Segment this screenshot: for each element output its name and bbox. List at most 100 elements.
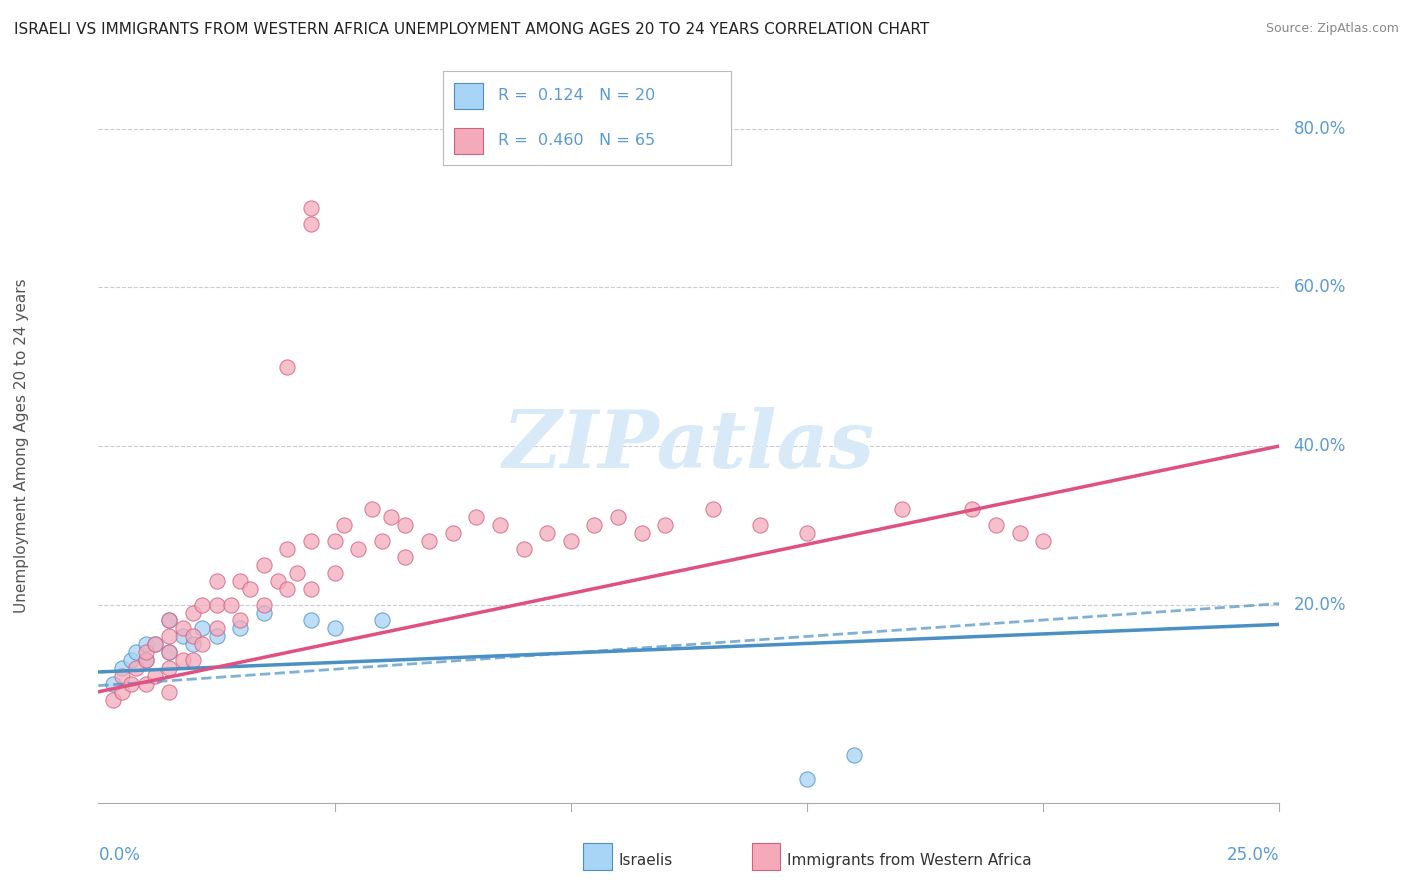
Point	[583, 518, 606, 533]
Point	[181, 653, 204, 667]
Point	[299, 217, 322, 231]
Point	[654, 518, 676, 533]
Point	[380, 510, 402, 524]
Point	[361, 502, 384, 516]
Point	[253, 598, 276, 612]
Point	[205, 621, 228, 635]
Text: Israelis: Israelis	[619, 854, 673, 868]
Point	[181, 637, 204, 651]
Point	[796, 526, 818, 541]
Point	[418, 534, 440, 549]
Point	[441, 526, 464, 541]
Text: 80.0%: 80.0%	[1294, 120, 1346, 138]
Point	[143, 637, 166, 651]
Point	[371, 614, 394, 628]
Point	[143, 637, 166, 651]
Point	[347, 542, 370, 557]
Point	[219, 598, 242, 612]
Point	[323, 621, 346, 635]
Point	[181, 606, 204, 620]
Point	[630, 526, 652, 541]
Text: Source: ZipAtlas.com: Source: ZipAtlas.com	[1265, 22, 1399, 36]
Point	[135, 653, 157, 667]
Point	[1008, 526, 1031, 541]
Point	[299, 534, 322, 549]
Text: ZIPatlas: ZIPatlas	[503, 408, 875, 484]
Point	[205, 574, 228, 588]
Point	[299, 201, 322, 215]
Text: 20.0%: 20.0%	[1294, 596, 1346, 614]
Point	[748, 518, 770, 533]
Point	[267, 574, 290, 588]
Point	[205, 629, 228, 643]
Text: Unemployment Among Ages 20 to 24 years: Unemployment Among Ages 20 to 24 years	[14, 278, 30, 614]
Point	[844, 748, 866, 763]
Point	[229, 614, 252, 628]
Point	[125, 661, 148, 675]
Point	[111, 685, 134, 699]
Point	[172, 653, 194, 667]
Point	[371, 534, 394, 549]
Point	[135, 677, 157, 691]
Point	[172, 621, 194, 635]
Point	[323, 534, 346, 549]
FancyBboxPatch shape	[454, 83, 484, 109]
Text: R =  0.124   N = 20: R = 0.124 N = 20	[498, 88, 655, 103]
Point	[101, 677, 124, 691]
Point	[157, 629, 180, 643]
Point	[157, 614, 180, 628]
Point	[253, 558, 276, 572]
Point	[489, 518, 512, 533]
Point	[135, 645, 157, 659]
Point	[125, 645, 148, 659]
Point	[796, 772, 818, 786]
Point	[984, 518, 1007, 533]
Point	[333, 518, 356, 533]
Text: 25.0%: 25.0%	[1227, 847, 1279, 864]
Point	[157, 645, 180, 659]
Point	[121, 653, 143, 667]
Point	[276, 542, 298, 557]
Point	[191, 598, 214, 612]
Point	[962, 502, 984, 516]
Text: 60.0%: 60.0%	[1294, 278, 1346, 296]
Point	[157, 614, 180, 628]
Point	[465, 510, 488, 524]
Point	[205, 598, 228, 612]
Point	[157, 685, 180, 699]
Point	[229, 621, 252, 635]
Text: 0.0%: 0.0%	[98, 847, 141, 864]
Point	[135, 653, 157, 667]
Point	[323, 566, 346, 580]
Point	[607, 510, 630, 524]
Point	[276, 359, 298, 374]
Text: 40.0%: 40.0%	[1294, 437, 1346, 455]
Point	[121, 677, 143, 691]
Point	[1032, 534, 1054, 549]
Point	[560, 534, 582, 549]
Point	[157, 645, 180, 659]
Text: ISRAELI VS IMMIGRANTS FROM WESTERN AFRICA UNEMPLOYMENT AMONG AGES 20 TO 24 YEARS: ISRAELI VS IMMIGRANTS FROM WESTERN AFRIC…	[14, 22, 929, 37]
Point	[111, 669, 134, 683]
Point	[172, 629, 194, 643]
Point	[101, 692, 124, 706]
FancyBboxPatch shape	[454, 128, 484, 153]
Point	[276, 582, 298, 596]
Point	[702, 502, 724, 516]
Point	[890, 502, 912, 516]
Point	[191, 621, 214, 635]
Point	[157, 661, 180, 675]
Text: Immigrants from Western Africa: Immigrants from Western Africa	[787, 854, 1032, 868]
Point	[229, 574, 252, 588]
Point	[135, 637, 157, 651]
Point	[536, 526, 558, 541]
Point	[191, 637, 214, 651]
Point	[394, 549, 416, 564]
Point	[253, 606, 276, 620]
Point	[394, 518, 416, 533]
Point	[111, 661, 134, 675]
Point	[512, 542, 534, 557]
Point	[181, 629, 204, 643]
Text: R =  0.460   N = 65: R = 0.460 N = 65	[498, 133, 655, 148]
Point	[299, 614, 322, 628]
